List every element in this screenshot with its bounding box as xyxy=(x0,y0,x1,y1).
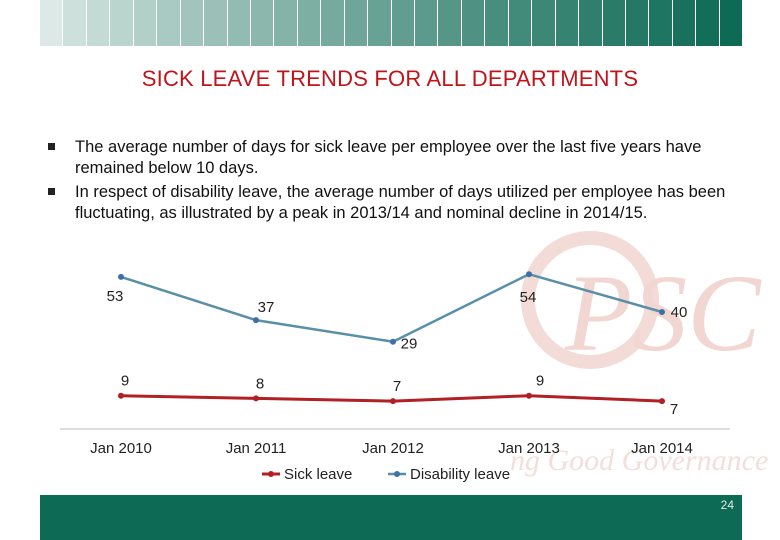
header-tile xyxy=(297,0,321,46)
legend-marker xyxy=(394,471,400,477)
bullet-text: In respect of disability leave, the aver… xyxy=(75,183,726,222)
header-tile xyxy=(555,0,579,46)
header-tile xyxy=(133,0,157,46)
data-label: 7 xyxy=(670,401,678,418)
header-tile xyxy=(180,0,204,46)
header-tile xyxy=(157,0,180,46)
data-point xyxy=(118,392,124,399)
data-point xyxy=(253,317,259,324)
square-bullet-icon xyxy=(48,143,55,150)
x-tick-label: Jan 2011 xyxy=(226,440,287,457)
header-tile xyxy=(321,0,344,46)
page-number: 24 xyxy=(720,498,734,512)
data-point xyxy=(526,271,532,278)
header-tile xyxy=(40,0,63,46)
data-label: 9 xyxy=(536,373,544,390)
header-tile xyxy=(86,0,110,46)
footer-bar: 24 xyxy=(40,495,742,540)
square-bullet-icon xyxy=(48,188,55,195)
legend-label: Sick leave xyxy=(284,466,352,483)
header-tile xyxy=(649,0,672,46)
header-tile xyxy=(602,0,625,46)
data-label: 53 xyxy=(107,288,124,305)
data-point xyxy=(390,338,396,345)
header-tile xyxy=(227,0,250,46)
header-tile xyxy=(204,0,227,46)
x-tick-label: Jan 2010 xyxy=(90,440,152,457)
data-label: 37 xyxy=(258,299,275,316)
bullet-item: The average number of days for sick leav… xyxy=(48,137,748,179)
legend-label: Disability leave xyxy=(410,466,510,483)
header-tile xyxy=(438,0,461,46)
data-point xyxy=(659,398,665,405)
bullet-text: The average number of days for sick leav… xyxy=(75,138,702,177)
data-label: 29 xyxy=(401,336,418,353)
header-tile xyxy=(696,0,719,46)
header-tile xyxy=(63,0,86,46)
legend-marker xyxy=(268,471,274,477)
data-point xyxy=(118,273,124,280)
header-tile xyxy=(344,0,368,46)
data-label: 54 xyxy=(520,289,537,306)
header-tile xyxy=(719,0,743,46)
x-tick-label: Jan 2013 xyxy=(498,440,560,457)
header-tile xyxy=(625,0,649,46)
header-tile xyxy=(110,0,133,46)
data-point xyxy=(253,395,259,402)
header-tile xyxy=(391,0,414,46)
header-tile xyxy=(485,0,508,46)
x-tick-label: Jan 2012 xyxy=(362,440,424,457)
header-tile xyxy=(508,0,532,46)
data-point xyxy=(390,398,396,405)
header-tile xyxy=(579,0,602,46)
header-tile xyxy=(415,0,438,46)
data-label: 40 xyxy=(671,304,688,321)
bullet-item: In respect of disability leave, the aver… xyxy=(48,182,748,224)
header-tile xyxy=(461,0,485,46)
header-tile xyxy=(532,0,555,46)
data-label: 8 xyxy=(256,375,264,392)
header-tile xyxy=(274,0,297,46)
x-tick-label: Jan 2014 xyxy=(631,440,693,457)
header-tile-strip xyxy=(40,0,743,46)
data-point xyxy=(526,392,532,399)
header-tile xyxy=(672,0,696,46)
data-label: 9 xyxy=(121,373,129,390)
header-tile xyxy=(368,0,391,46)
data-label: 7 xyxy=(393,378,401,395)
series-line xyxy=(120,272,663,343)
slide-title: SICK LEAVE TRENDS FOR ALL DEPARTMENTS xyxy=(141,66,639,91)
header-tile xyxy=(250,0,274,46)
bullet-list: The average number of days for sick leav… xyxy=(48,137,748,227)
data-point xyxy=(659,309,665,315)
